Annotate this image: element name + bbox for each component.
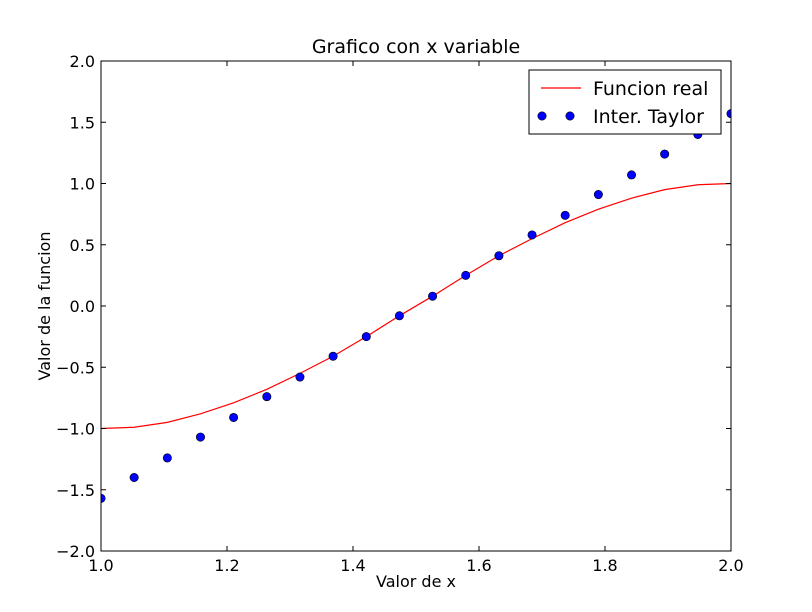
legend-box: [528, 69, 722, 135]
x-tick-label: 1.6: [466, 556, 491, 575]
data-point-inter-taylor: [162, 453, 172, 463]
y-tick-label: −1.0: [56, 420, 95, 439]
chart-title: Grafico con x variable: [312, 36, 520, 58]
data-point-inter-taylor: [593, 190, 603, 200]
series-layer: [101, 109, 731, 503]
y-tick-label: 0.5: [70, 236, 95, 255]
y-tick-label: 2.0: [70, 52, 95, 71]
legend-entry-label: Inter. Taylor: [593, 106, 704, 128]
data-point-inter-taylor: [295, 372, 305, 382]
y-tick-label: 0.0: [70, 297, 95, 316]
data-point-inter-taylor: [461, 270, 471, 280]
data-point-inter-taylor: [361, 332, 371, 342]
legend-marker-swatch: [537, 111, 547, 121]
data-point-inter-taylor: [660, 149, 670, 159]
data-point-inter-taylor: [627, 170, 637, 180]
axes-layer: 1.0 1.2 1.4 1.6 1.8 2.0 −2.0 −1.5 −1.0 −0.5 0.0 0.5…: [56, 52, 744, 575]
y-tick-label: −2.0: [56, 542, 95, 561]
data-point-inter-taylor: [195, 432, 205, 442]
data-point-inter-taylor: [527, 230, 537, 240]
series-line-funcion-real: [101, 182, 731, 430]
data-point-inter-taylor: [229, 412, 239, 422]
legend-entry-label: Funcion real: [593, 78, 708, 100]
x-tick-label: 1.0: [88, 556, 113, 575]
data-point-inter-taylor: [328, 351, 338, 361]
x-tick-label: 2.0: [718, 556, 743, 575]
y-tick-label: −1.5: [56, 481, 95, 500]
data-point-inter-taylor: [394, 311, 404, 321]
y-tick-label: 1.5: [70, 113, 95, 132]
data-point-inter-taylor: [560, 210, 570, 220]
legend: Funcion real Inter. Taylor: [528, 69, 722, 135]
legend-marker-swatch: [565, 111, 575, 121]
y-tick-label: −0.5: [56, 358, 95, 377]
data-point-inter-taylor: [494, 251, 504, 261]
data-point-inter-taylor: [262, 392, 272, 402]
x-tick-label: 1.2: [214, 556, 239, 575]
x-axis-label: Valor de x: [376, 572, 456, 591]
y-axis-label: Valor de la funcion: [35, 232, 54, 381]
data-point-inter-taylor: [428, 291, 438, 301]
x-tick-label: 1.8: [592, 556, 617, 575]
x-tick-label: 1.4: [340, 556, 365, 575]
data-point-inter-taylor: [129, 472, 139, 482]
y-tick-label: 1.0: [70, 175, 95, 194]
